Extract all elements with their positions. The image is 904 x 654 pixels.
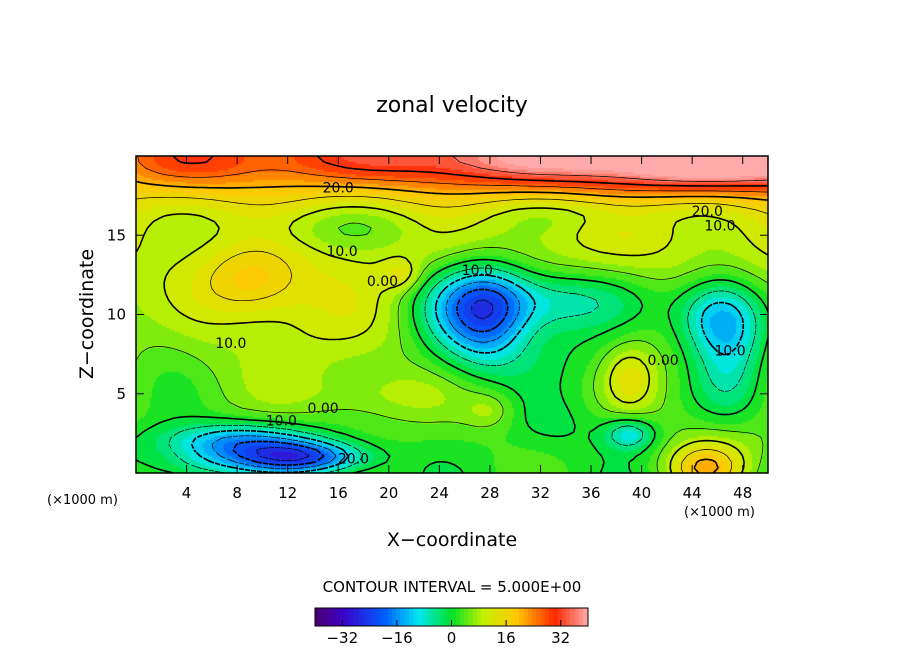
colorbar-tick-label: −16 <box>381 629 413 647</box>
x-tick-label: 4 <box>182 484 192 502</box>
contour-label: 0.00 <box>367 274 398 290</box>
y-axis-label: Z−coordinate <box>76 249 98 379</box>
contour-line <box>190 274 745 474</box>
colorbar-tick-label: −32 <box>326 629 358 647</box>
contour-label: 10.0 <box>462 263 493 279</box>
colorbar: −32 −16 0 16 32 <box>314 607 589 647</box>
x-axis: 4 8 12 16 20 24 28 32 36 40 44 48 <box>182 156 752 502</box>
heatmap-field-container <box>136 156 768 473</box>
colorbar-tick-label: 0 <box>447 629 457 647</box>
contour-line <box>135 258 769 474</box>
contour-label: 0.00 <box>648 353 679 369</box>
x-tick-label: 12 <box>278 484 297 502</box>
x-tick-label: 40 <box>632 484 651 502</box>
x-tick-label: 8 <box>232 484 242 502</box>
x-tick-label: 16 <box>329 484 348 502</box>
x-axis-label: X−coordinate <box>387 529 517 551</box>
contour-label: 10.0 <box>266 413 297 429</box>
x-tick-label: 44 <box>683 484 702 502</box>
y-unit-label: (×1000 m) <box>47 493 118 508</box>
colorbar-gradient <box>315 608 588 626</box>
contour-label: 0.00 <box>307 401 338 417</box>
plot-area: 20.020.010.010.010.00.0010.00.0010.00.00… <box>135 155 769 474</box>
contour-line <box>135 195 769 474</box>
y-tick-label: 5 <box>116 385 126 403</box>
colorbar-ticks: −32 −16 0 16 32 <box>326 620 570 647</box>
contour-interval-note: CONTOUR INTERVAL = 5.000E+00 <box>323 578 582 596</box>
contour-line <box>255 299 494 462</box>
colorbar-tick-label: 32 <box>551 629 570 647</box>
contour-line <box>135 180 769 474</box>
contour-line <box>135 206 769 474</box>
contour-label: 10.0 <box>704 218 735 234</box>
x-tick-label: 24 <box>430 484 449 502</box>
contour-label: 20.0 <box>323 180 354 196</box>
contour-line <box>168 267 757 474</box>
contour-line <box>135 222 769 474</box>
x-tick-label: 20 <box>379 484 398 502</box>
contour-lines <box>135 155 769 474</box>
contour-label: 10.0 <box>215 336 246 352</box>
x-tick-label: 36 <box>581 484 600 502</box>
contour-label: 20.0 <box>338 451 369 467</box>
contour-line <box>137 155 769 193</box>
contour-labels: 20.020.010.010.010.00.0010.00.0010.00.00… <box>215 180 745 467</box>
chart-title: zonal velocity <box>376 93 528 118</box>
contour-line <box>232 288 509 466</box>
contour-label: 10.0 <box>326 244 357 260</box>
x-unit-label: (×1000 m) <box>684 505 755 520</box>
x-tick-label: 48 <box>733 484 752 502</box>
contour-line <box>211 281 521 470</box>
y-tick-label: 10 <box>107 306 126 324</box>
y-tick-label: 15 <box>107 226 126 244</box>
colorbar-gradient-container <box>315 608 588 626</box>
colorbar-tick-label: 16 <box>497 629 516 647</box>
x-tick-label: 32 <box>531 484 550 502</box>
contour-label: 10.0 <box>714 344 745 360</box>
contour-label: 20.0 <box>692 204 723 220</box>
y-axis: 5 10 15 <box>107 226 768 403</box>
x-tick-label: 28 <box>480 484 499 502</box>
contour-line <box>172 155 768 187</box>
heatmap-field <box>136 156 768 473</box>
